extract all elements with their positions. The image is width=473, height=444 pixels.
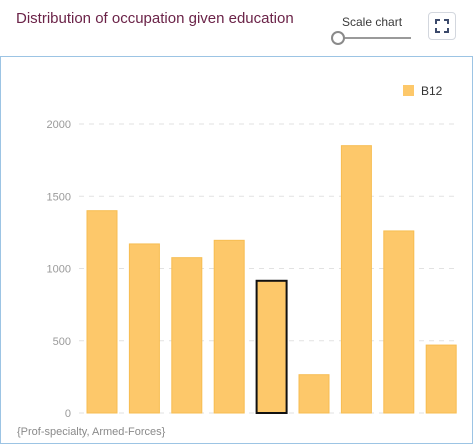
y-tick-label: 500 [53, 336, 71, 348]
scale-chart-slider[interactable] [331, 31, 411, 45]
bar[interactable] [425, 344, 457, 414]
legend-swatch [403, 85, 414, 96]
bar[interactable] [340, 145, 372, 414]
bar[interactable] [171, 257, 203, 414]
x-axis-category-label: {Prof-specialty, Armed-Forces} [17, 426, 166, 438]
bar-chart: 0 500 1000 1500 2000 B12 {Prof-specialty, Ar… [17, 84, 457, 438]
y-tick-label: 2000 [47, 119, 71, 131]
y-axis-ticks: 0 500 1000 1500 2000 [47, 119, 71, 420]
bar[interactable] [213, 239, 245, 414]
chart-header: Distribution of occupation given educati… [0, 0, 473, 56]
y-tick-label: 1500 [47, 191, 71, 203]
legend: B12 [403, 84, 443, 98]
bar-selected[interactable] [255, 279, 288, 414]
bars [86, 145, 457, 414]
bar[interactable] [128, 243, 160, 414]
chart-title: Distribution of occupation given educati… [16, 10, 294, 27]
slider-thumb[interactable] [331, 31, 345, 45]
fullscreen-button[interactable] [428, 12, 456, 40]
bar[interactable] [298, 374, 330, 414]
bar[interactable] [383, 230, 415, 414]
y-tick-label: 0 [65, 408, 71, 420]
chart-panel: 0 500 1000 1500 2000 B12 {Prof-specialty, Ar… [0, 56, 473, 444]
legend-label: B12 [421, 84, 443, 98]
slider-track [337, 37, 411, 39]
bar[interactable] [86, 210, 118, 414]
fullscreen-expand-icon [435, 19, 449, 33]
scale-chart-label: Scale chart [342, 15, 403, 29]
y-tick-label: 1000 [47, 264, 71, 276]
